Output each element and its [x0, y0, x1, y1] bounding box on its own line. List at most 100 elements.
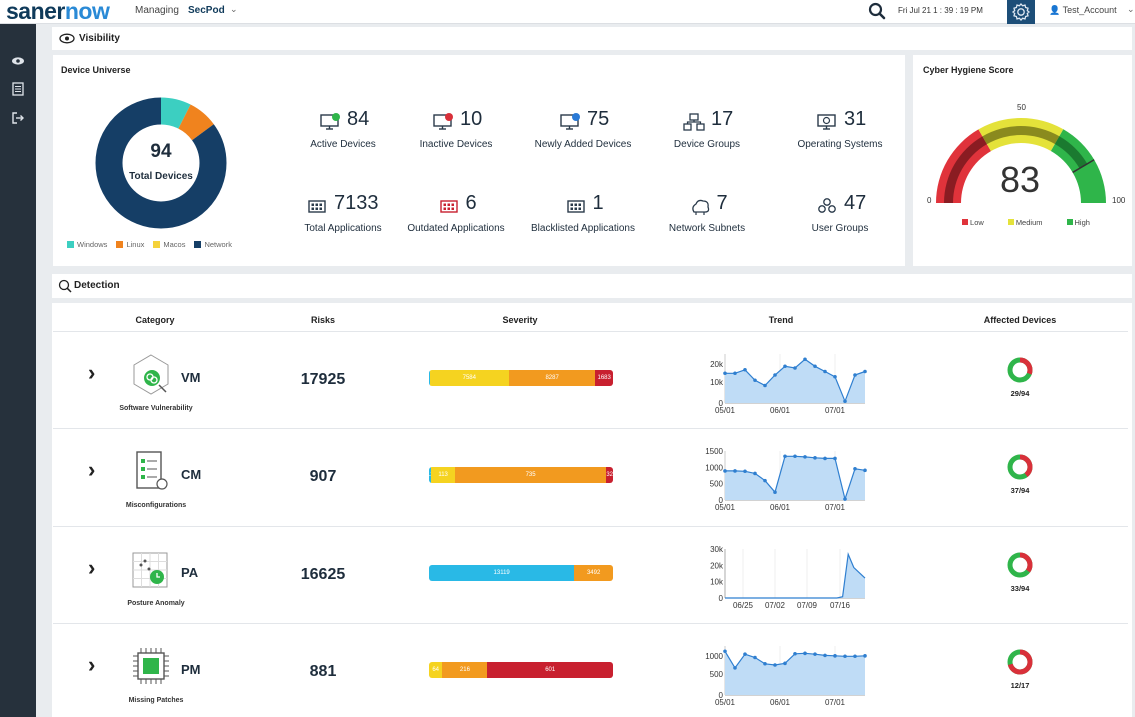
- severity-segment[interactable]: 12: [429, 467, 432, 483]
- trend-point[interactable]: [773, 490, 777, 494]
- trend-point[interactable]: [733, 666, 737, 670]
- severity-segment[interactable]: 64: [429, 662, 443, 678]
- settings-button[interactable]: [1007, 0, 1035, 24]
- column-header[interactable]: Category: [135, 315, 175, 325]
- trend-point[interactable]: [763, 478, 767, 483]
- severity-segment[interactable]: 7584: [429, 370, 509, 386]
- trend-point[interactable]: [763, 661, 767, 666]
- severity-segment[interactable]: 1683: [595, 370, 613, 386]
- table-row[interactable]: › VM Software Vulnerability 17925 7584 8287 16…: [53, 331, 1128, 427]
- detection-section-header[interactable]: Detection: [52, 274, 1132, 298]
- stat-card[interactable]: 84 Active Devices: [281, 108, 405, 158]
- table-row[interactable]: › PA Posture Anomaly 16625 13119 3492 30k 20k 10…: [53, 526, 1128, 622]
- trend-point[interactable]: [833, 374, 837, 379]
- trend-point[interactable]: [723, 371, 727, 376]
- visibility-section-header[interactable]: Visibility: [52, 27, 1132, 50]
- severity-bar[interactable]: 64 216 601: [429, 662, 613, 678]
- stat-card[interactable]: 6 Outdated Applications: [394, 192, 518, 242]
- legend-item[interactable]: Network: [194, 238, 232, 250]
- stat-card[interactable]: 31 Operating Systems: [778, 108, 902, 158]
- trend-chart[interactable]: 30k 20k 10k 0 06/25 07/02 07/09 07/16: [701, 541, 871, 611]
- stat-card[interactable]: 47 User Groups: [778, 192, 902, 242]
- trend-point[interactable]: [833, 456, 837, 461]
- severity-segment[interactable]: 13119: [429, 565, 575, 581]
- stat-card[interactable]: 7133 Total Applications: [281, 192, 405, 242]
- severity-bar[interactable]: 13119 3492: [429, 565, 613, 581]
- severity-segment[interactable]: 113: [431, 467, 455, 483]
- trend-point[interactable]: [813, 364, 817, 369]
- donut-slice-network[interactable]: [95, 97, 227, 229]
- trend-point[interactable]: [753, 471, 757, 476]
- trend-point[interactable]: [823, 369, 827, 374]
- chevron-down-icon[interactable]: ⌄: [1127, 4, 1135, 14]
- trend-point[interactable]: [793, 454, 797, 459]
- trend-point[interactable]: [753, 378, 757, 383]
- trend-point[interactable]: [783, 661, 787, 666]
- trend-point[interactable]: [823, 653, 827, 658]
- table-row[interactable]: › CM Misconfigurations 907 1211373532 1500 100…: [53, 428, 1128, 524]
- stat-card[interactable]: 17 Device Groups: [645, 108, 769, 158]
- trend-point[interactable]: [853, 373, 857, 377]
- affected-devices[interactable]: 33/94: [995, 551, 1045, 593]
- trend-point[interactable]: [783, 454, 787, 459]
- chevron-right-icon[interactable]: ›: [88, 652, 96, 677]
- logout-icon[interactable]: [10, 111, 26, 125]
- organization-selector[interactable]: SecPod: [188, 5, 225, 16]
- search-icon[interactable]: [868, 2, 886, 20]
- trend-point[interactable]: [843, 654, 847, 659]
- trend-point[interactable]: [793, 651, 797, 656]
- trend-point[interactable]: [773, 663, 777, 667]
- trend-chart[interactable]: 1000 500 005/01 06/01 07/01: [701, 638, 871, 708]
- trend-point[interactable]: [863, 369, 867, 374]
- trend-point[interactable]: [803, 357, 807, 362]
- trend-point[interactable]: [843, 399, 847, 404]
- trend-point[interactable]: [863, 468, 867, 473]
- severity-segment[interactable]: 32: [606, 467, 613, 483]
- trend-point[interactable]: [853, 466, 857, 471]
- severity-segment[interactable]: 8287: [508, 370, 596, 386]
- trend-point[interactable]: [813, 652, 817, 656]
- trend-point[interactable]: [743, 367, 747, 372]
- account-menu[interactable]: 👤 Test_Account: [1049, 5, 1117, 16]
- affected-devices[interactable]: 29/94: [995, 356, 1045, 398]
- stat-card[interactable]: 10 Inactive Devices: [394, 108, 518, 158]
- severity-bar[interactable]: 1211373532: [429, 467, 613, 483]
- device-donut-chart[interactable]: [93, 95, 229, 231]
- trend-chart[interactable]: 20k 10k 005/01 06/01 07/01: [701, 346, 871, 416]
- legend-item[interactable]: Windows: [67, 238, 107, 250]
- affected-devices[interactable]: 37/94: [995, 453, 1045, 495]
- trend-chart[interactable]: 1500 1000 500 005/01 06/01 07/01: [701, 443, 871, 513]
- document-icon[interactable]: [10, 82, 26, 96]
- stat-card[interactable]: 7 Network Subnets: [645, 192, 769, 242]
- severity-segment[interactable]: 216: [442, 662, 488, 678]
- hygiene-gauge[interactable]: [913, 55, 1132, 266]
- trend-point[interactable]: [743, 469, 747, 474]
- chevron-right-icon[interactable]: ›: [88, 457, 96, 482]
- severity-bar[interactable]: 7584 8287 1683: [429, 370, 613, 386]
- trend-point[interactable]: [733, 371, 737, 376]
- trend-point[interactable]: [743, 652, 747, 656]
- column-header[interactable]: Trend: [768, 315, 794, 325]
- column-header[interactable]: Affected Devices: [983, 315, 1057, 325]
- logo[interactable]: sanernow: [6, 0, 110, 24]
- column-header[interactable]: Risks: [310, 315, 336, 325]
- trend-point[interactable]: [813, 456, 817, 460]
- trend-point[interactable]: [763, 383, 767, 388]
- trend-point[interactable]: [823, 456, 827, 461]
- severity-segment[interactable]: 601: [487, 662, 613, 678]
- chevron-right-icon[interactable]: ›: [88, 360, 96, 385]
- trend-point[interactable]: [793, 366, 797, 370]
- table-row[interactable]: › PM Missing Patches 881 64 216 601 1000 500 0 05/…: [53, 623, 1128, 717]
- chevron-right-icon[interactable]: ›: [88, 555, 96, 580]
- trend-point[interactable]: [753, 655, 757, 660]
- eye-icon[interactable]: [10, 54, 26, 68]
- trend-point[interactable]: [723, 649, 727, 654]
- severity-segment[interactable]: 735: [454, 467, 607, 483]
- trend-point[interactable]: [853, 654, 857, 659]
- trend-point[interactable]: [803, 455, 807, 459]
- trend-point[interactable]: [833, 654, 837, 658]
- trend-point[interactable]: [843, 497, 847, 501]
- trend-point[interactable]: [863, 654, 867, 658]
- column-header[interactable]: Severity: [502, 315, 538, 325]
- legend-item[interactable]: Linux: [116, 238, 144, 250]
